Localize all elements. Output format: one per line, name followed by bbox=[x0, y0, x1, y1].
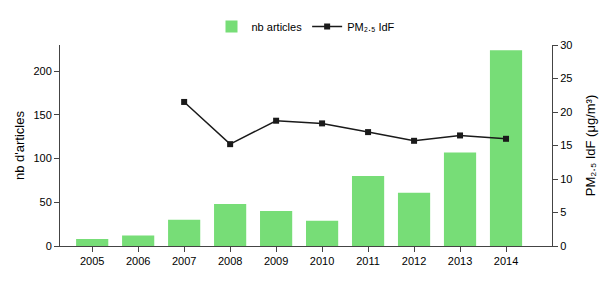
svg-text:100: 100 bbox=[33, 152, 51, 164]
svg-text:0: 0 bbox=[46, 240, 52, 252]
svg-text:2008: 2008 bbox=[218, 255, 242, 267]
svg-text:PM₂.₅ IdF (μg/m³): PM₂.₅ IdF (μg/m³) bbox=[583, 95, 598, 197]
svg-text:2005: 2005 bbox=[80, 255, 104, 267]
svg-text:15: 15 bbox=[560, 139, 572, 151]
svg-text:2012: 2012 bbox=[402, 255, 426, 267]
svg-text:20: 20 bbox=[560, 106, 572, 118]
svg-text:2009: 2009 bbox=[264, 255, 288, 267]
svg-text:25: 25 bbox=[560, 72, 572, 84]
svg-text:nb articles: nb articles bbox=[252, 21, 303, 33]
svg-text:2011: 2011 bbox=[356, 255, 380, 267]
svg-text:PM₂.₅ IdF: PM₂.₅ IdF bbox=[347, 21, 394, 33]
svg-text:2006: 2006 bbox=[126, 255, 150, 267]
svg-text:30: 30 bbox=[560, 39, 572, 51]
svg-text:0: 0 bbox=[560, 240, 566, 252]
svg-text:2013: 2013 bbox=[448, 255, 472, 267]
svg-text:200: 200 bbox=[33, 65, 51, 77]
svg-text:2010: 2010 bbox=[310, 255, 334, 267]
svg-text:2014: 2014 bbox=[494, 255, 518, 267]
svg-text:150: 150 bbox=[33, 109, 51, 121]
svg-text:2007: 2007 bbox=[172, 255, 196, 267]
svg-text:10: 10 bbox=[560, 173, 572, 185]
svg-text:5: 5 bbox=[560, 206, 566, 218]
svg-text:50: 50 bbox=[40, 196, 52, 208]
svg-text:nb d'articles: nb d'articles bbox=[12, 111, 27, 180]
